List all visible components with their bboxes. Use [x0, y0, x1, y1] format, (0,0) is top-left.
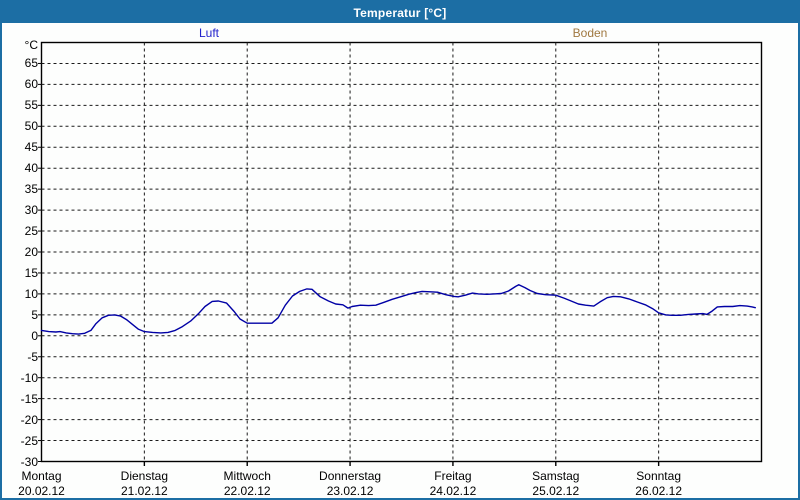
luft-line — [40, 284, 756, 335]
y-tick-label-35: 35 — [24, 182, 38, 197]
y-tick-label-15: 15 — [24, 265, 38, 280]
legend-item-luft: Luft — [198, 26, 220, 40]
x-day-label-sonntag: Sonntag — [636, 469, 681, 483]
y-tick-label--30: -30 — [20, 454, 38, 469]
y-tick-label--15: -15 — [20, 391, 38, 406]
y-tick-label--25: -25 — [20, 433, 38, 448]
y-tick-label-50: 50 — [24, 119, 38, 134]
y-tick-label-25: 25 — [24, 224, 38, 239]
y-tick-label-10: 10 — [24, 286, 38, 301]
x-date-label-2: 22.02.12 — [223, 484, 271, 498]
x-day-label-samstag: Samstag — [532, 469, 580, 483]
y-tick-label-20: 20 — [24, 245, 38, 259]
x-day-label-mittwoch: Mittwoch — [223, 469, 271, 483]
y-tick-label-5: 5 — [31, 307, 38, 322]
x-date-label-1: 21.02.12 — [120, 484, 168, 498]
x-day-label-freitag: Freitag — [434, 469, 472, 483]
x-date-label-0: 20.02.12 — [18, 484, 65, 498]
x-date-label-6: 26.02.12 — [635, 484, 682, 498]
y-tick-label--20: -20 — [20, 412, 38, 427]
y-tick-label-30: 30 — [24, 203, 38, 218]
y-tick-label-0: 0 — [31, 328, 38, 343]
y-tick-label-55: 55 — [24, 98, 38, 113]
x-day-label-dienstag: Dienstag — [120, 469, 169, 483]
y-tick-label-45: 45 — [24, 140, 38, 155]
window-title: Temperatur [°C] — [353, 5, 447, 20]
window-title-bar[interactable]: Temperatur [°C] — [2, 2, 798, 23]
y-axis-unit-label: °C — [24, 38, 38, 52]
x-date-label-5: 25.02.12 — [532, 484, 580, 498]
x-day-label-donnerstag: Donnerstag — [319, 469, 382, 483]
x-date-label-4: 24.02.12 — [429, 484, 477, 498]
y-tick-label-60: 60 — [24, 77, 38, 92]
y-tick-label-65: 65 — [24, 56, 38, 71]
y-tick-label-40: 40 — [24, 161, 38, 176]
y-tick-label--5: -5 — [27, 349, 38, 364]
x-date-label-3: 23.02.12 — [326, 484, 374, 498]
x-day-label-montag: Montag — [21, 469, 62, 483]
y-tick-label--10: -10 — [20, 370, 38, 385]
legend-item-boden: Boden — [572, 26, 608, 40]
